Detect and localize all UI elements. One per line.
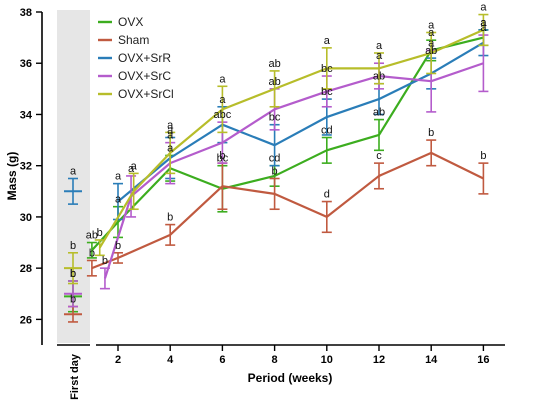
significance-letter: a xyxy=(115,171,122,183)
significance-letter: b xyxy=(89,247,95,259)
y-axis-title: Mass (g) xyxy=(5,152,19,201)
significance-letter: a xyxy=(428,19,435,31)
significance-letter: b xyxy=(272,166,278,178)
significance-letter: a xyxy=(428,37,435,49)
y-tick-label: 28 xyxy=(20,263,32,275)
x-axis-title: Period (weeks) xyxy=(248,371,333,385)
legend-label: Sham xyxy=(118,33,149,47)
series-ovx-srcl xyxy=(64,13,489,285)
series-line xyxy=(117,41,484,203)
legend-label: OVX+SrC xyxy=(118,69,171,83)
legend-label: OVX+SrCl xyxy=(118,87,174,101)
significance-letter: a xyxy=(480,17,487,29)
significance-letter: bc xyxy=(321,86,333,98)
significance-letter: a xyxy=(167,130,174,142)
x-tick-label: 2 xyxy=(115,354,121,366)
significance-letter: a xyxy=(70,166,77,178)
significance-letter: a xyxy=(167,125,174,137)
first-day-label: First day xyxy=(69,353,81,400)
significance-letter: bc xyxy=(269,112,281,124)
axes: 26 28 30 32 34 36 38 2 4 6 8 10 12 14 16 xyxy=(20,7,505,366)
significance-letter: b xyxy=(167,212,173,224)
significance-letter: a xyxy=(131,160,138,172)
legend-item: OVX+SrCl xyxy=(98,87,174,101)
significance-letter: a xyxy=(115,194,122,206)
significance-letter: a xyxy=(376,50,383,62)
x-tick-label: 14 xyxy=(425,354,438,366)
significance-letter: b xyxy=(97,227,103,239)
legend-item: OVX+SrR xyxy=(98,51,171,65)
significance-letter: b xyxy=(70,268,76,280)
y-tick-label: 30 xyxy=(20,212,32,224)
significance-letter: ab xyxy=(373,107,385,119)
legend-item: Sham xyxy=(98,33,149,47)
significance-letter: ab xyxy=(425,45,437,57)
significance-letter: ab xyxy=(373,71,385,83)
x-tick-label: 16 xyxy=(477,354,489,366)
x-tick-label: 10 xyxy=(321,354,333,366)
y-tick-label: 26 xyxy=(20,314,32,326)
significance-letter: c xyxy=(376,150,382,162)
y-tick-label: 36 xyxy=(20,58,32,70)
y-tick-label: 32 xyxy=(20,161,32,173)
y-tick-label: 34 xyxy=(20,109,33,121)
x-tick-label: 12 xyxy=(373,354,385,366)
significance-letter: ab xyxy=(268,58,280,70)
significance-letter: b xyxy=(102,255,108,267)
significance-letter: b xyxy=(70,240,76,252)
significance-letter: b xyxy=(428,127,434,139)
significance-letter: cd xyxy=(269,153,281,165)
significance-letter: d xyxy=(324,189,330,201)
significance-letter: a xyxy=(480,2,487,14)
legend: OVX Sham OVX+SrR OVX+SrC OVX+SrCl xyxy=(98,15,174,101)
significance-letter: b xyxy=(70,268,76,280)
significance-letter: a xyxy=(376,40,383,52)
significance-letter: a xyxy=(219,73,226,85)
legend-label: OVX+SrR xyxy=(118,51,171,65)
significance-letter: bc xyxy=(217,153,229,165)
significance-letter: a xyxy=(480,22,487,34)
x-tick-label: 8 xyxy=(272,354,278,366)
legend-item: OVX+SrC xyxy=(98,69,171,83)
significance-letter: b xyxy=(219,150,225,162)
significance-letter: a xyxy=(219,94,226,106)
x-tick-label: 6 xyxy=(219,354,225,366)
significance-letter: abc xyxy=(214,109,232,121)
significance-letter: a xyxy=(167,119,174,131)
y-tick-label: 38 xyxy=(20,7,32,19)
legend-item: OVX xyxy=(98,15,143,29)
significance-letter: a xyxy=(167,142,174,154)
x-tick-label: 4 xyxy=(167,354,174,366)
significance-letter: a xyxy=(480,17,487,29)
significance-letter: b xyxy=(70,294,76,306)
significance-letter: a xyxy=(324,35,331,47)
significance-letter: bc xyxy=(321,63,333,75)
legend-label: OVX xyxy=(118,15,143,29)
significance-letter: b xyxy=(480,150,486,162)
significance-letter: b xyxy=(115,240,121,252)
significance-letter: ab xyxy=(268,76,280,88)
significance-letter: a xyxy=(128,163,135,175)
significance-letter: a xyxy=(428,27,435,39)
series-layer xyxy=(64,13,489,323)
significance-letter: ab xyxy=(86,230,98,242)
series-sham xyxy=(64,139,489,323)
significance-letter: cd xyxy=(321,125,333,137)
